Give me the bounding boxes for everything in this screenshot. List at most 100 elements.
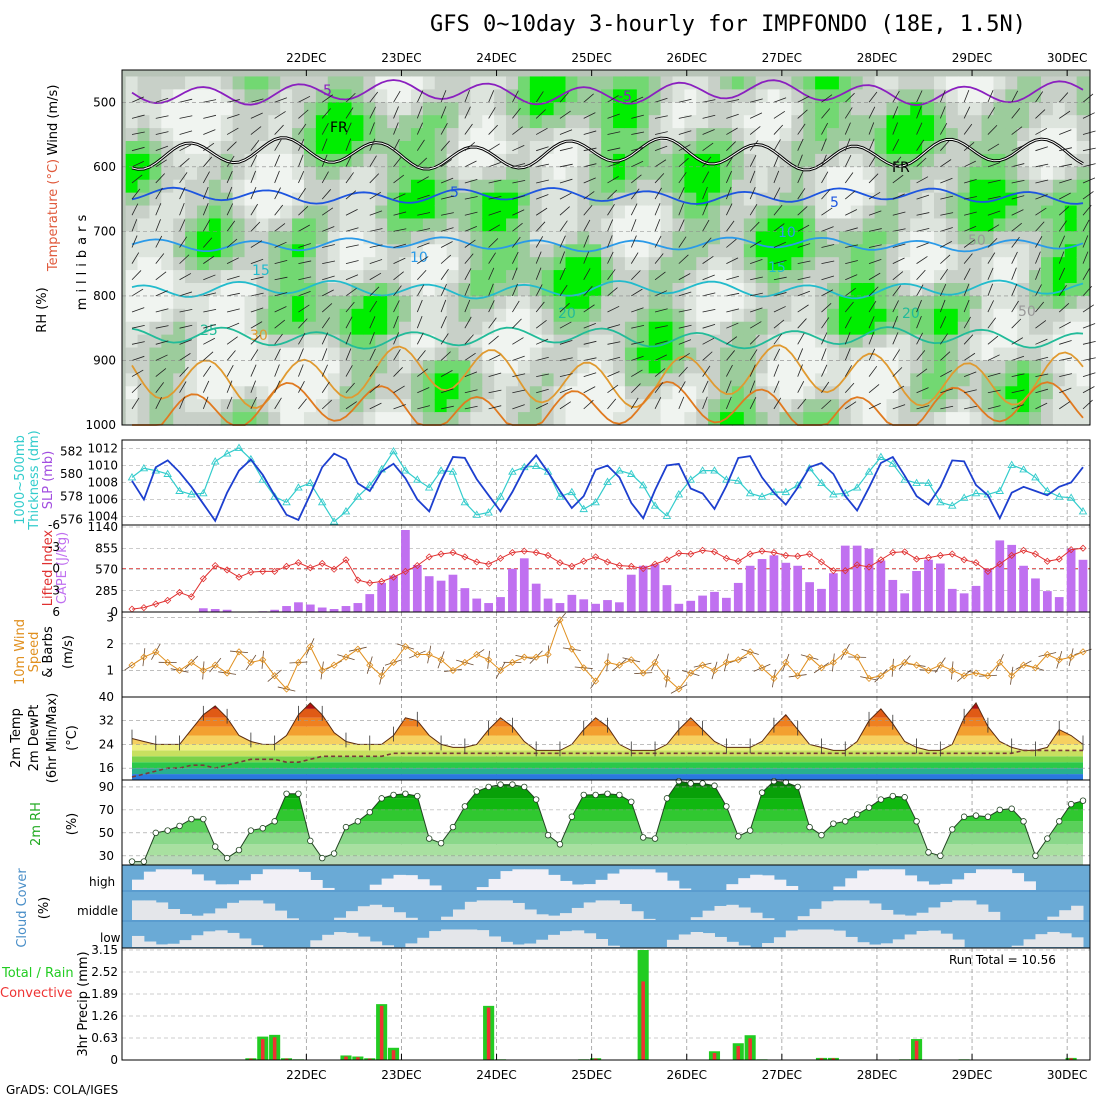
rh-cell <box>720 270 734 284</box>
rh-cell <box>838 347 852 362</box>
rh-cell <box>743 270 757 284</box>
slp-y-tick: 1006 <box>87 493 118 507</box>
cloud-level-low: low <box>100 931 121 945</box>
rh-cell <box>624 295 639 310</box>
rh-cell <box>945 308 959 323</box>
rh-cell <box>731 128 745 142</box>
wind-barb <box>773 124 784 135</box>
wind-barb <box>464 196 478 200</box>
cloud-cell <box>964 873 977 890</box>
wind-speed-point <box>877 672 885 680</box>
rh-cell <box>280 295 294 310</box>
rh-cell <box>220 283 234 297</box>
rh-cell <box>208 218 222 232</box>
wind-barb <box>1035 109 1046 119</box>
rh-cell <box>934 412 948 426</box>
rh-cell <box>470 218 484 232</box>
rh-cell <box>422 244 436 258</box>
rh-cell <box>862 244 876 258</box>
rh-cell <box>517 399 532 413</box>
rh-cell <box>731 257 745 271</box>
rh-cell <box>327 373 341 387</box>
wind-barb <box>773 306 786 313</box>
rh-cell <box>981 231 995 245</box>
rh-cell <box>149 373 163 387</box>
wind-barb <box>940 177 953 184</box>
rh-cell <box>506 76 520 90</box>
rh-cell <box>862 205 876 220</box>
rh-cell <box>779 218 793 232</box>
rh-point <box>865 804 873 811</box>
rh-cell <box>969 321 983 336</box>
rh-cell <box>648 153 662 168</box>
rh-cell <box>173 231 187 245</box>
rh-cell <box>208 102 222 116</box>
wind-barb <box>845 260 858 265</box>
thickness-point <box>246 454 256 463</box>
rh-cell <box>565 412 579 426</box>
cloud-cell <box>203 880 216 890</box>
rh-cell <box>553 360 567 374</box>
lifted-index-point <box>770 548 778 557</box>
rh-band <box>132 844 1083 856</box>
wind-speed-point <box>889 664 897 672</box>
wind-speed-point <box>282 685 291 693</box>
wind-barb <box>393 156 402 168</box>
rh-cell <box>149 295 163 310</box>
wind-barb <box>702 186 708 200</box>
rh-cell <box>945 89 959 103</box>
wind-speed-point <box>687 669 695 677</box>
rh-cell <box>125 412 139 426</box>
rh-point <box>307 837 314 845</box>
rh-point <box>1044 835 1051 842</box>
lifted-index-point <box>746 550 754 558</box>
rh-cell <box>506 347 520 362</box>
rh-cell <box>862 373 876 387</box>
rh-cell <box>827 373 841 387</box>
rh-cell <box>470 89 484 103</box>
rh-cell <box>422 76 436 90</box>
wind-barb <box>726 113 739 119</box>
rh-cell <box>280 205 294 220</box>
wind-barb <box>1035 146 1048 152</box>
rh-cell <box>256 115 270 129</box>
temp-band <box>132 735 1083 745</box>
rh-cell <box>529 102 543 116</box>
cloud-cell <box>678 934 692 947</box>
lifted-index-point <box>782 551 790 560</box>
thickness-point <box>1019 465 1028 473</box>
rh-cell <box>434 128 448 142</box>
wind-barb <box>726 203 733 216</box>
wind-barb <box>607 162 620 168</box>
wind-barb <box>488 335 499 345</box>
rh-cell <box>137 347 151 362</box>
rh-cell <box>434 295 448 310</box>
cloud-cell <box>512 944 525 947</box>
rh-point <box>1079 797 1087 804</box>
wind-barb <box>1082 219 1090 232</box>
wind-barb <box>298 138 305 151</box>
thickness-point <box>139 463 149 472</box>
rh-cell <box>422 141 436 155</box>
rh-cell <box>898 399 912 413</box>
rh-cell <box>1029 141 1043 155</box>
wind-barb <box>155 115 169 119</box>
rh-cell <box>458 347 472 362</box>
wind-barb <box>726 396 732 410</box>
wind-speed-point <box>294 658 302 667</box>
rh-point <box>651 835 659 842</box>
rh-cell <box>1052 102 1066 116</box>
wind-barb <box>583 235 589 248</box>
thickness-point <box>531 461 541 470</box>
rh-cell <box>838 205 852 220</box>
wind-barb <box>916 405 930 410</box>
cloud-cell <box>1059 933 1072 947</box>
rh-cell <box>648 166 662 181</box>
rh-cell <box>684 179 698 194</box>
wind-barb <box>916 269 926 281</box>
wind-barb <box>369 155 377 168</box>
rh-cell <box>957 412 971 426</box>
wind-barb <box>298 381 305 393</box>
wind-barb <box>916 90 923 103</box>
cloud-cell <box>167 909 181 920</box>
